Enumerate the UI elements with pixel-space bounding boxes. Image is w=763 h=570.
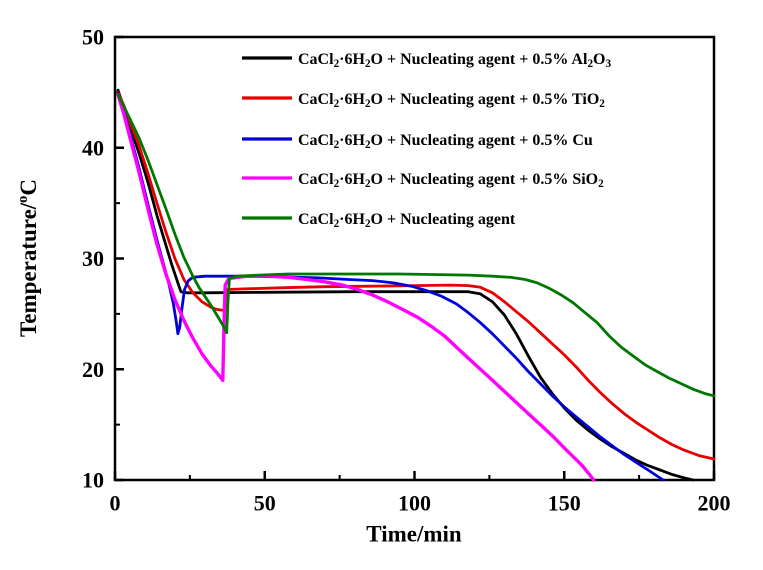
y-tick-label: 30 (82, 246, 104, 271)
y-axis-title: Temperature/oC (15, 179, 41, 337)
x-tick-label: 50 (254, 491, 276, 516)
legend-label-sio2: CaCl2·6H2O + Nucleating agent + 0.5% SiO… (298, 171, 604, 190)
legend-label-tio2: CaCl2·6H2O + Nucleating agent + 0.5% TiO… (298, 91, 605, 110)
y-tick-label: 20 (82, 357, 104, 382)
x-tick-label: 100 (398, 491, 431, 516)
x-axis-title: Time/min (366, 522, 462, 547)
legend-label-cu: CaCl2·6H2O + Nucleating agent + 0.5% Cu (298, 132, 593, 151)
legend-label-base: CaCl2·6H2O + Nucleating agent (298, 211, 516, 230)
y-tick-label: 50 (82, 25, 104, 50)
series-line-sio2 (116, 92, 596, 482)
legend-label-al2o3: CaCl2·6H2O + Nucleating agent + 0.5% Al2… (298, 51, 611, 70)
series-line-base (116, 93, 716, 398)
x-tick-label: 150 (548, 491, 581, 516)
y-tick-label: 40 (82, 135, 104, 160)
series-line-tio2 (116, 91, 716, 461)
y-tick-label: 10 (82, 468, 104, 493)
x-tick-label: 200 (698, 491, 731, 516)
x-tick-label: 0 (110, 491, 121, 516)
